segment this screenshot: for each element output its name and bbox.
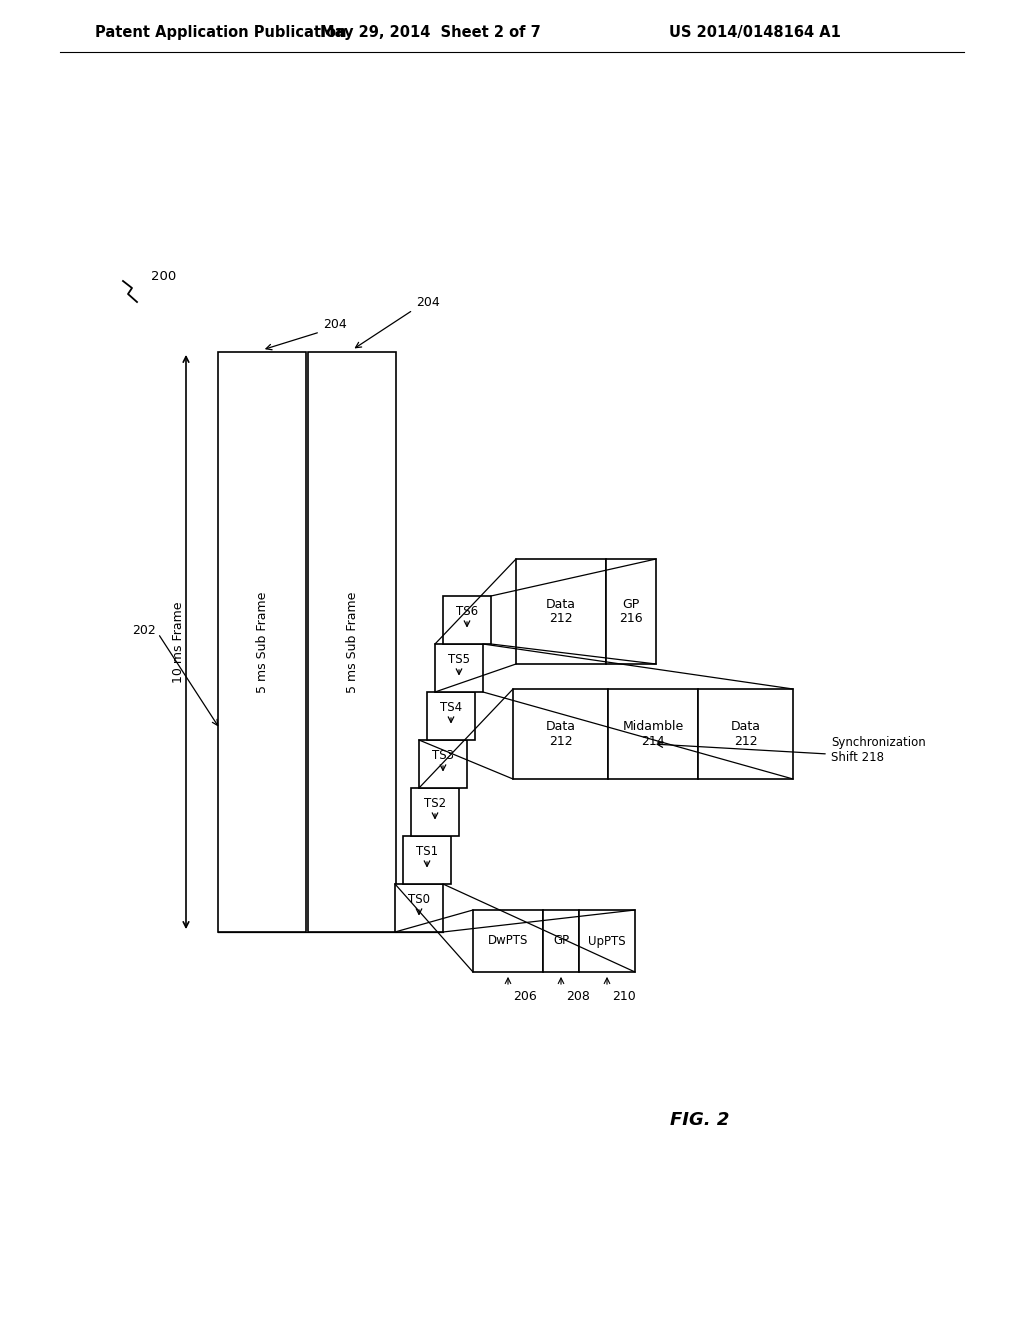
Bar [435, 644, 483, 692]
Text: Data
212: Data 212 [730, 719, 761, 748]
Bar [606, 558, 656, 664]
Bar [516, 558, 606, 664]
Text: GP
216: GP 216 [620, 598, 643, 626]
Text: 204: 204 [323, 318, 347, 330]
Bar [419, 741, 467, 788]
Bar [395, 884, 443, 932]
Text: DwPTS: DwPTS [487, 935, 528, 948]
Text: 200: 200 [151, 269, 176, 282]
Text: Synchronization
Shift 218: Synchronization Shift 218 [831, 737, 926, 764]
Text: 5 ms Sub Frame: 5 ms Sub Frame [345, 591, 358, 693]
Bar [411, 788, 459, 836]
Bar [443, 597, 490, 644]
Bar [308, 352, 396, 932]
Text: 210: 210 [612, 990, 636, 1003]
Text: TS3: TS3 [432, 748, 454, 762]
Bar [698, 689, 793, 779]
Bar [427, 692, 475, 741]
Text: TS2: TS2 [424, 797, 446, 810]
Text: UpPTS: UpPTS [588, 935, 626, 948]
Text: FIG. 2: FIG. 2 [671, 1111, 730, 1129]
Bar [473, 909, 543, 972]
Text: 206: 206 [513, 990, 537, 1003]
Bar [513, 689, 608, 779]
Bar [218, 352, 306, 932]
Text: TS5: TS5 [449, 653, 470, 665]
Text: 10 ms Frame: 10 ms Frame [171, 601, 184, 682]
Bar [543, 909, 579, 972]
Text: 5 ms Sub Frame: 5 ms Sub Frame [256, 591, 268, 693]
Text: TS0: TS0 [408, 892, 430, 906]
Text: 204: 204 [416, 296, 439, 309]
Bar [608, 689, 698, 779]
Text: Patent Application Publication: Patent Application Publication [95, 25, 346, 40]
Text: 202: 202 [132, 624, 156, 636]
Text: GP: GP [553, 935, 569, 948]
Text: US 2014/0148164 A1: US 2014/0148164 A1 [669, 25, 841, 40]
Bar [403, 836, 451, 884]
Text: TS6: TS6 [456, 605, 478, 618]
Text: May 29, 2014  Sheet 2 of 7: May 29, 2014 Sheet 2 of 7 [319, 25, 541, 40]
Text: TS1: TS1 [416, 845, 438, 858]
Bar [579, 909, 635, 972]
Text: Data
212: Data 212 [546, 598, 575, 626]
Text: Midamble
214: Midamble 214 [623, 719, 684, 748]
Text: Data
212: Data 212 [546, 719, 575, 748]
Text: 208: 208 [566, 990, 590, 1003]
Text: TS4: TS4 [440, 701, 462, 714]
